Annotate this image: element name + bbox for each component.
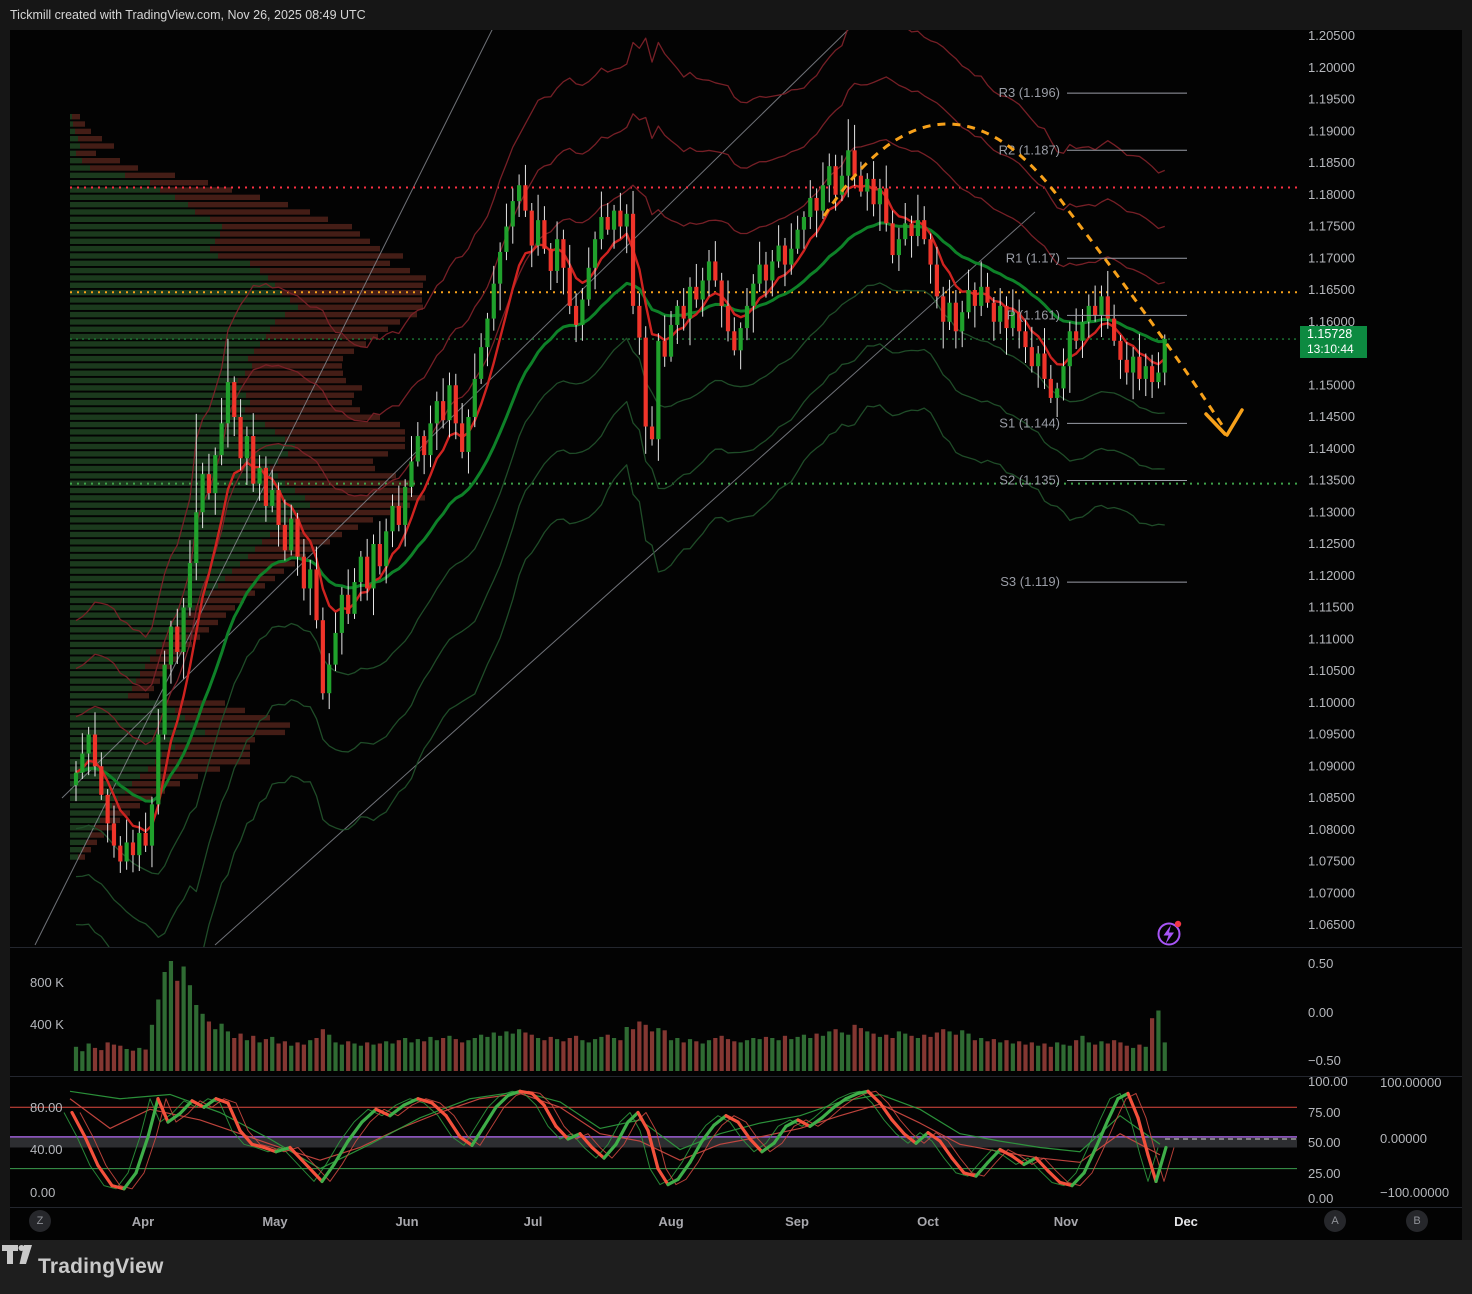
- oscillator-axis-label: 100.00: [1308, 1074, 1348, 1089]
- pivot-label: R3 (1.196): [999, 85, 1060, 100]
- price-axis-label: 1.18500: [1308, 155, 1355, 170]
- month-label: Oct: [917, 1214, 939, 1229]
- bar-countdown: 13:10:44: [1307, 342, 1354, 356]
- pivot-label: R1 (1.17): [1006, 250, 1060, 265]
- volume-profile: [70, 114, 426, 860]
- month-label: Dec: [1174, 1214, 1198, 1229]
- pivot-label: S2 (1.135): [999, 473, 1060, 488]
- price-axis-label: 1.11000: [1308, 631, 1354, 646]
- price-axis-label: 1.16000: [1308, 314, 1355, 329]
- pivot-label: P (1.161): [1007, 307, 1060, 322]
- volume-axis-label: −0.50: [1308, 1053, 1341, 1068]
- footer: TradingView: [0, 1240, 1472, 1294]
- month-label: May: [262, 1214, 288, 1229]
- price-axis-label: 1.19000: [1308, 123, 1355, 138]
- price-axis-label: 1.20000: [1308, 60, 1355, 75]
- chart-title: Tickmill created with TradingView.com, N…: [10, 8, 366, 22]
- price-axis-label: 1.06500: [1308, 917, 1355, 932]
- month-label: Aug: [658, 1214, 683, 1229]
- price-axis-label: 1.12500: [1308, 536, 1355, 551]
- price-axis-label: 1.12000: [1308, 568, 1355, 583]
- last-price-value: 1.15728: [1307, 327, 1353, 341]
- envelope-bands: [75, 30, 1166, 947]
- oscillator-axis-label: 40.00: [30, 1142, 63, 1157]
- z-button[interactable]: Z: [29, 1210, 51, 1232]
- oscillator-axis-label: 100.00000: [1380, 1075, 1441, 1090]
- title-bar: Tickmill created with TradingView.com, N…: [0, 0, 1472, 30]
- projection-arrow[interactable]: [822, 122, 1244, 437]
- oscillator-axis-label: 25.00: [1308, 1166, 1341, 1181]
- price-axis-label: 1.09000: [1308, 758, 1355, 773]
- oscillator-scale[interactable]: 80.00 40.00 0.00 100.00 75.00 50.00 25.00 0.00 1…: [30, 1074, 1449, 1206]
- price-axis-label: 1.17500: [1308, 219, 1355, 234]
- oscillator-axis-label: 0.00000: [1380, 1131, 1427, 1146]
- price-axis-label: 1.18000: [1308, 187, 1355, 202]
- price-axis-label: 1.13000: [1308, 504, 1355, 519]
- volume-axis-label: 800 K: [30, 975, 64, 990]
- month-label: Nov: [1054, 1214, 1079, 1229]
- volume-axis-label: 0.50: [1308, 956, 1333, 971]
- oscillator-axis-label: 50.00: [1308, 1135, 1341, 1150]
- oscillator-axis-label: 75.00: [1308, 1105, 1341, 1120]
- month-label: Apr: [132, 1214, 154, 1229]
- price-axis-label: 1.07000: [1308, 885, 1355, 900]
- price-axis-label: 1.20500: [1308, 28, 1355, 43]
- month-label: Jul: [524, 1214, 543, 1229]
- price-axis-label: 1.13500: [1308, 473, 1355, 488]
- volume-axis-label: 400 K: [30, 1017, 64, 1032]
- oscillator-axis-label: 0.00: [1308, 1191, 1333, 1206]
- price-axis-label: 1.07500: [1308, 854, 1355, 869]
- a-scale-button[interactable]: A: [1324, 1210, 1346, 1232]
- time-scale[interactable]: Apr May Jun Jul Aug Sep Oct Nov Dec: [132, 1214, 1198, 1229]
- month-label: Jun: [395, 1214, 418, 1229]
- tradingview-brand[interactable]: TradingView: [38, 1255, 164, 1278]
- last-price-badge: 1.15728 13:10:44: [1300, 326, 1367, 358]
- oscillator-axis-label: −100.00000: [1380, 1185, 1449, 1200]
- pivot-label: S1 (1.144): [999, 415, 1060, 430]
- volume-bars: [73, 961, 1167, 1071]
- pivot-label: R2 (1.187): [999, 142, 1060, 157]
- price-axis-label: 1.10500: [1308, 663, 1355, 678]
- oscillator-axis-label: 0.00: [30, 1185, 55, 1200]
- price-axis-label: 1.09500: [1308, 727, 1355, 742]
- month-label: Sep: [785, 1214, 809, 1229]
- price-axis-label: 1.17000: [1308, 250, 1355, 265]
- boost-icon[interactable]: [1157, 920, 1182, 946]
- price-axis-label: 1.15000: [1308, 377, 1355, 392]
- price-axis-label: 1.14500: [1308, 409, 1355, 424]
- price-axis-label: 1.08000: [1308, 822, 1355, 837]
- volume-scale[interactable]: 800 K 400 K 0.50 0.00 −0.50: [30, 956, 1341, 1068]
- pivot-levels: R3 (1.196) R2 (1.187) R1 (1.17) P (1.161) S1…: [999, 85, 1187, 589]
- price-scale[interactable]: 1.20500 1.20000 1.19500 1.19000 1.18500 1.180…: [1308, 28, 1355, 932]
- oscillator-axis-label: 80.00: [30, 1100, 63, 1115]
- oscillator-lines: [10, 1089, 1297, 1191]
- price-axis-label: 1.19500: [1308, 92, 1355, 107]
- tradingview-logo-icon[interactable]: [0, 1240, 34, 1270]
- pivot-label: S3 (1.119): [1000, 574, 1060, 589]
- price-axis-label: 1.16500: [1308, 282, 1355, 297]
- volume-axis-label: 0.00: [1308, 1005, 1333, 1020]
- price-axis-label: 1.11500: [1308, 600, 1354, 615]
- trendlines[interactable]: [34, 28, 1036, 946]
- b-scale-button[interactable]: B: [1406, 1210, 1428, 1232]
- price-axis-label: 1.08500: [1308, 790, 1355, 805]
- price-axis-label: 1.10000: [1308, 695, 1355, 710]
- price-axis-label: 1.14000: [1308, 441, 1355, 456]
- candles: [73, 119, 1167, 873]
